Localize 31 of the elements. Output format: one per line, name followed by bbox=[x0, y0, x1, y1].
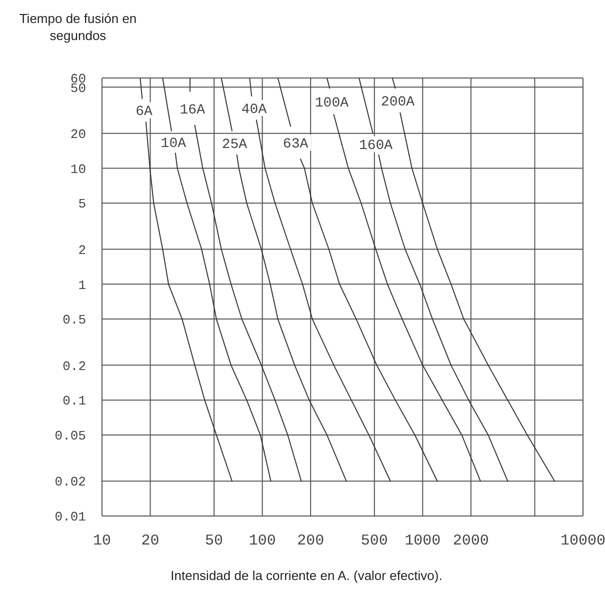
series-label: 200A bbox=[380, 94, 416, 111]
x-tick-label: 10000 bbox=[560, 532, 605, 550]
series-label: 100A bbox=[314, 95, 350, 112]
series-label: 10A bbox=[160, 136, 187, 152]
y-tick-label: 0.5 bbox=[62, 312, 86, 328]
x-tick-label: 500 bbox=[360, 532, 388, 550]
y-tick-label: 0.05 bbox=[54, 428, 86, 444]
y-tick-label: 0.02 bbox=[54, 474, 86, 490]
y-tick-label: 5 bbox=[78, 196, 86, 212]
y-tick-label: 2 bbox=[78, 242, 86, 258]
x-tick-label: 200 bbox=[297, 532, 324, 550]
series-label: 40A bbox=[241, 102, 268, 118]
series-label: 6A bbox=[136, 104, 154, 120]
series-label: 16A bbox=[180, 102, 206, 118]
series-label: 25A bbox=[222, 136, 248, 153]
y-axis-title: Tiempo de fusión en segundos bbox=[18, 10, 138, 44]
y-tick-label: 20 bbox=[70, 126, 86, 142]
y-tick-label: 0.1 bbox=[62, 394, 86, 409]
y-tick-label: 0.2 bbox=[62, 358, 86, 374]
x-tick-label: 100 bbox=[248, 532, 276, 550]
y-tick-label: 0.01 bbox=[54, 510, 86, 525]
x-tick-label: 10 bbox=[92, 532, 112, 550]
x-axis-title: Intensidad de la corriente en A. (valor efectivo). bbox=[170, 568, 444, 583]
y-tick-label: 1 bbox=[78, 278, 86, 293]
series-label: 63A bbox=[282, 136, 309, 153]
y-tick-label: 10 bbox=[70, 162, 86, 177]
x-tick-label: 1000 bbox=[404, 532, 441, 550]
x-tick-label: 2000 bbox=[452, 532, 489, 550]
x-tick-label: 20 bbox=[141, 532, 160, 550]
x-tick-label: 50 bbox=[205, 532, 224, 550]
series-label: 160A bbox=[358, 138, 394, 154]
